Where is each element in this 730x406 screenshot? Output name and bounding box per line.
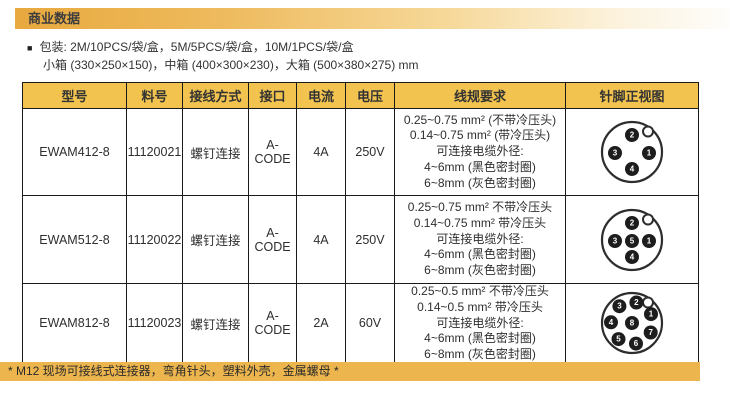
voltage-cell: 250V (345, 195, 395, 284)
packaging-info: ■ 包装: 2M/10PCS/袋/盒，5M/5PCS/袋/盒，10M/1PCS/… (27, 39, 419, 74)
connection-cell: 螺钉连接 (182, 108, 249, 196)
svg-text:3: 3 (613, 149, 618, 158)
table-row: EWAM812-8 11120023 螺钉连接 A-CODE 2A 60V 0.… (22, 283, 699, 364)
footnote-text: * M12 现场可接线式连接器，弯角针头，塑料外壳，金属螺母 * (8, 364, 339, 378)
interface-cell: A-CODE (248, 283, 297, 364)
svg-text:2: 2 (634, 298, 639, 307)
wire-spec-cell: 0.25~0.75 mm² 不带冷压头 0.14~0.75 mm² 带冷压头 可… (394, 195, 566, 284)
pin-diagram-5pin: 2 3 5 1 4 (565, 195, 699, 284)
interface-cell: A-CODE (248, 108, 297, 196)
svg-text:1: 1 (647, 236, 652, 245)
wire-spec-line: 4~6mm (黑色密封圈) (424, 159, 536, 174)
wire-spec-cell: 0.25~0.5 mm² 不带冷压头 0.14~0.5 mm² 带冷压头 可连接… (394, 283, 566, 364)
svg-text:8: 8 (630, 319, 635, 328)
header-pin-view: 针脚正视图 (565, 82, 699, 109)
connection-cell: 螺钉连接 (182, 283, 249, 364)
table-row: EWAM512-8 11120022 螺钉连接 A-CODE 4A 250V 0… (22, 195, 699, 284)
part-no-cell: 11120021 (126, 108, 183, 196)
section-title-bar: 商业数据 (15, 8, 730, 29)
wire-spec-line: 0.14~0.75 mm² (带冷压头) (409, 128, 551, 143)
header-wire-spec: 线规要求 (394, 82, 566, 109)
wire-spec-cell: 0.25~0.75 mm² (不带冷压头) 0.14~0.75 mm² (带冷压… (394, 108, 566, 196)
model-cell: EWAM412-8 (22, 108, 127, 196)
current-cell: 2A (296, 283, 346, 364)
header-interface: 接口 (248, 82, 297, 109)
packaging-line-1: ■ 包装: 2M/10PCS/袋/盒，5M/5PCS/袋/盒，10M/1PCS/… (27, 39, 419, 57)
voltage-cell: 250V (345, 108, 395, 196)
svg-text:1: 1 (649, 310, 654, 319)
square-bullet-icon: ■ (27, 43, 33, 53)
svg-text:3: 3 (613, 236, 618, 245)
table-header-row: 型号 料号 接线方式 接口 电流 电压 线规要求 针脚正视图 (22, 82, 699, 109)
header-model: 型号 (22, 82, 127, 109)
model-cell: EWAM812-8 (22, 283, 127, 364)
footnote-bar: * M12 现场可接线式连接器，弯角针头，塑料外壳，金属螺母 * (0, 362, 700, 381)
part-no-cell: 11120023 (126, 283, 183, 364)
part-no-cell: 11120022 (126, 195, 183, 284)
model-cell: EWAM512-8 (22, 195, 127, 284)
svg-text:3: 3 (617, 302, 622, 311)
header-current: 电流 (296, 82, 346, 109)
connector-face-icon: 2 3 5 1 4 (600, 208, 664, 271)
packaging-line-2: 小箱 (330×250×150)，中箱 (400×300×230)，大箱 (50… (27, 57, 419, 74)
wire-spec-line: 6~8mm (灰色密封圈) (424, 175, 536, 190)
svg-text:2: 2 (630, 218, 635, 227)
wire-spec-line: 0.14~0.75 mm² 带冷压头 (413, 215, 547, 230)
svg-text:4: 4 (609, 318, 614, 327)
current-cell: 4A (296, 108, 346, 196)
svg-text:5: 5 (630, 236, 635, 245)
svg-text:6: 6 (634, 340, 639, 349)
wire-spec-lines: 0.25~0.75 mm² 不带冷压头 0.14~0.75 mm² 带冷压头 可… (395, 200, 565, 279)
wire-spec-line: 可连接电缆外径: (436, 315, 524, 330)
pin-diagram-4pin: 2 3 1 4 (565, 108, 699, 196)
packaging-text-2: 小箱 (330×250×150)，中箱 (400×300×230)，大箱 (50… (43, 58, 419, 72)
header-connection: 接线方式 (182, 82, 249, 109)
header-voltage: 电压 (345, 82, 395, 109)
svg-text:4: 4 (630, 165, 635, 174)
wire-spec-line: 4~6mm (黑色密封圈) (424, 331, 536, 346)
svg-text:7: 7 (648, 328, 653, 337)
spec-table: 型号 料号 接线方式 接口 电流 电压 线规要求 针脚正视图 EWAM412-8… (22, 82, 699, 364)
wire-spec-line: 4~6mm (黑色密封圈) (424, 247, 536, 262)
svg-text:2: 2 (630, 131, 635, 140)
table-row: EWAM412-8 11120021 螺钉连接 A-CODE 4A 250V 0… (22, 108, 699, 196)
wire-spec-line: 6~8mm (灰色密封圈) (424, 263, 536, 278)
wire-spec-line: 0.25~0.75 mm² 不带冷压头 (407, 200, 553, 214)
voltage-cell: 60V (345, 283, 395, 364)
section-title: 商业数据 (28, 11, 81, 26)
connection-cell: 螺钉连接 (182, 195, 249, 284)
wire-spec-line: 可连接电缆外径: (436, 231, 524, 246)
svg-text:5: 5 (616, 335, 621, 344)
wire-spec-line: 0.14~0.5 mm² 带冷压头 (417, 299, 543, 314)
wire-spec-line: 0.25~0.5 mm² 不带冷压头 (411, 284, 549, 298)
interface-cell: A-CODE (248, 195, 297, 284)
wire-spec-line: 0.25~0.75 mm² (不带冷压头) (403, 112, 557, 127)
svg-text:1: 1 (647, 149, 652, 158)
wire-spec-line: 可连接电缆外径: (436, 144, 524, 159)
packaging-text-1: 包装: 2M/10PCS/袋/盒，5M/5PCS/袋/盒，10M/1PCS/袋/… (39, 40, 354, 54)
current-cell: 4A (296, 195, 346, 284)
wire-spec-lines: 0.25~0.75 mm² (不带冷压头) 0.14~0.75 mm² (带冷压… (395, 113, 565, 192)
header-part-no: 料号 (126, 82, 183, 109)
connector-face-icon: 2 3 1 4 (600, 120, 664, 184)
svg-text:4: 4 (630, 252, 635, 261)
wire-spec-line: 6~8mm (灰色密封圈) (424, 347, 536, 362)
wire-spec-lines: 0.25~0.5 mm² 不带冷压头 0.14~0.5 mm² 带冷压头 可连接… (395, 284, 565, 363)
